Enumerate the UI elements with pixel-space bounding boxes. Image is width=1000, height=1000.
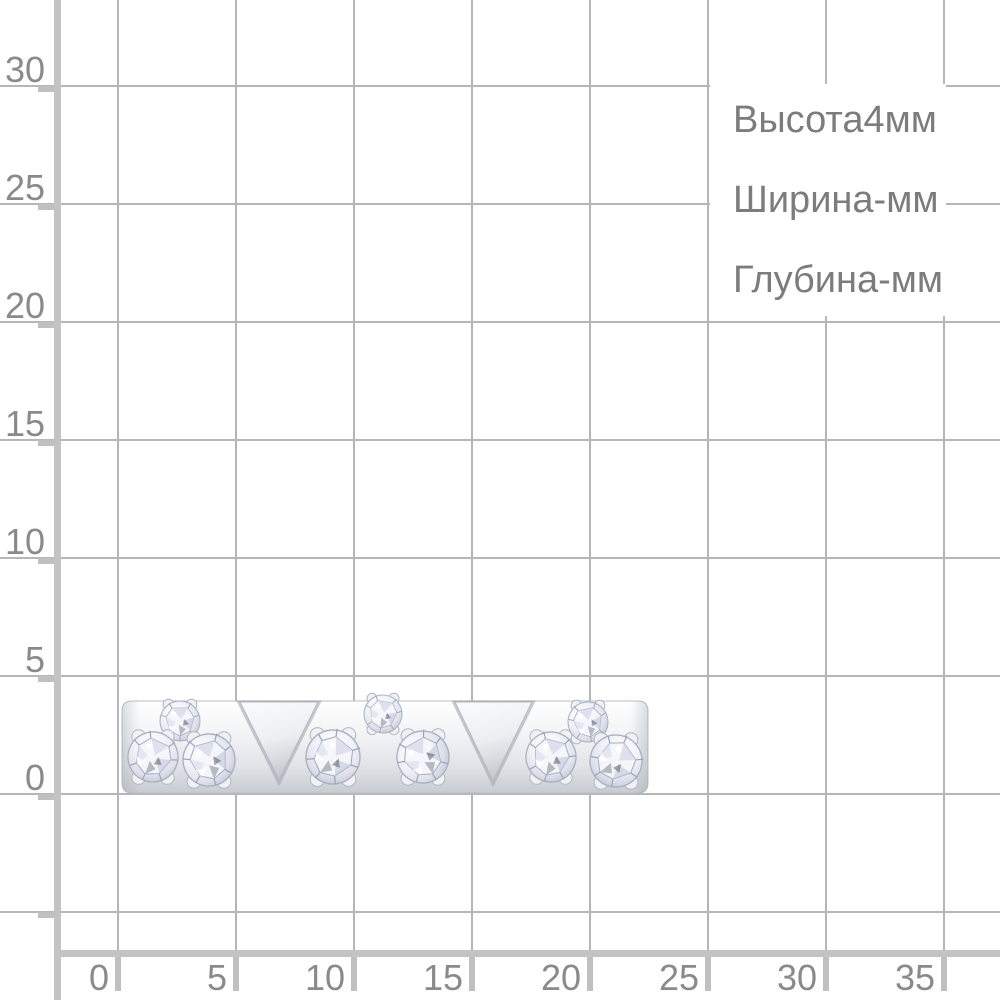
x-axis-label: 20 bbox=[540, 957, 581, 998]
grid-hline bbox=[0, 203, 1000, 205]
x-axis-label: 5 bbox=[206, 957, 227, 998]
y-axis-label: 0 bbox=[24, 757, 45, 798]
y-axis-label: 15 bbox=[4, 403, 45, 444]
grid-vline bbox=[825, 0, 827, 950]
y-axis-tick bbox=[38, 912, 57, 918]
x-axis-tick bbox=[587, 957, 593, 991]
height-value: 4мм bbox=[863, 99, 937, 141]
grid-hline bbox=[0, 675, 1000, 677]
y-axis-label: 10 bbox=[4, 521, 45, 562]
y-axis-tick bbox=[38, 204, 57, 210]
y-axis-tick bbox=[38, 86, 57, 92]
grid-hline bbox=[0, 911, 1000, 913]
grid-hline bbox=[0, 557, 1000, 559]
dimension-row-height: Высота 4мм bbox=[733, 99, 937, 141]
x-axis-tick bbox=[705, 957, 711, 991]
grid-hline bbox=[0, 793, 1000, 795]
depth-label: Глубина bbox=[733, 259, 879, 301]
dimensions-panel: Высота 4мм Ширина -мм Глубина -мм bbox=[710, 84, 946, 316]
y-axis-label: 30 bbox=[4, 49, 45, 90]
y-axis-tick bbox=[38, 558, 57, 564]
y-axis-label: 25 bbox=[4, 167, 45, 208]
grid-vline bbox=[589, 0, 591, 950]
x-axis-label: 0 bbox=[88, 957, 109, 998]
x-axis-label: 15 bbox=[422, 957, 463, 998]
x-axis-tick bbox=[233, 957, 239, 991]
grid-hline bbox=[0, 439, 1000, 441]
grid-vline bbox=[117, 0, 119, 950]
dimension-row-width: Ширина -мм bbox=[733, 179, 938, 221]
grid-vline bbox=[353, 0, 355, 950]
grid-vline bbox=[471, 0, 473, 950]
x-axis-label: 30 bbox=[776, 957, 817, 998]
dimension-row-depth: Глубина -мм bbox=[733, 259, 943, 301]
x-axis-label: 10 bbox=[304, 957, 345, 998]
depth-value: -мм bbox=[878, 259, 944, 301]
grid-vline bbox=[235, 0, 237, 950]
y-axis-tick bbox=[38, 322, 57, 328]
grid-hline bbox=[0, 85, 1000, 87]
x-axis-tick bbox=[941, 957, 947, 991]
y-axis-label: 5 bbox=[24, 639, 45, 680]
grid-hline bbox=[0, 321, 1000, 323]
grid-vline bbox=[943, 0, 945, 950]
ring-photo bbox=[110, 688, 660, 803]
x-axis-label: 25 bbox=[658, 957, 699, 998]
grid-vline bbox=[707, 0, 709, 950]
y-axis-label: 20 bbox=[4, 285, 45, 326]
x-axis-tick bbox=[469, 957, 475, 991]
x-axis-tick bbox=[823, 957, 829, 991]
x-axis-tick bbox=[351, 957, 357, 991]
y-axis-tick bbox=[38, 440, 57, 446]
x-axis-tick bbox=[115, 957, 121, 991]
y-axis-tick bbox=[38, 794, 57, 800]
x-axis-line bbox=[54, 950, 1000, 957]
height-label: Высота bbox=[733, 99, 864, 141]
y-axis-tick bbox=[38, 676, 57, 682]
ring-image bbox=[119, 691, 653, 798]
y-axis-line bbox=[54, 0, 61, 1000]
width-value: -мм bbox=[873, 179, 939, 221]
width-label: Ширина bbox=[733, 179, 874, 221]
x-axis-label: 35 bbox=[894, 957, 935, 998]
